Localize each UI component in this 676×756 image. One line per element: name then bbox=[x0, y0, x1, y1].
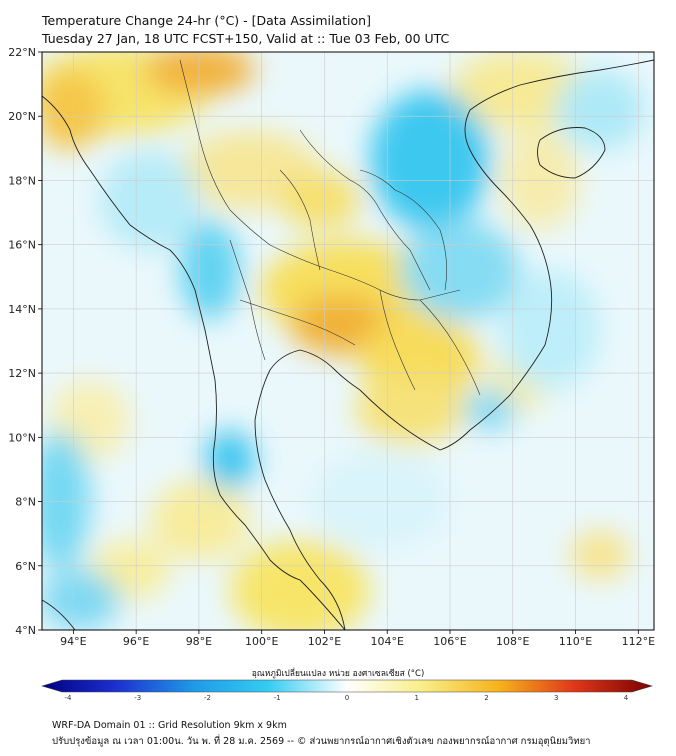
colorbar-tick-label: 0 bbox=[345, 694, 349, 700]
lat-tick-label: 10°N bbox=[8, 431, 36, 444]
colorbar-tick-label: 3 bbox=[554, 694, 558, 700]
graticule bbox=[42, 52, 654, 630]
colorbar: -4 -3 -2 -1 0 1 2 3 4 bbox=[40, 679, 654, 700]
temperature-change-map: 4°N 6°N 8°N 10°N 12°N 14°N 16°N 18°N 20°N 22°N 94… bbox=[8, 46, 655, 700]
lon-tick-label: 94°E bbox=[60, 635, 86, 648]
lat-tick-label: 12°N bbox=[8, 367, 36, 380]
plot-frame bbox=[41, 51, 655, 631]
latitude-axis: 4°N 6°N 8°N 10°N 12°N 14°N 16°N 18°N 20°N 22°N bbox=[8, 46, 42, 637]
lat-tick-label: 8°N bbox=[15, 496, 36, 509]
footer-model-info: WRF-DA Domain 01 :: Grid Resolution 9km … bbox=[52, 720, 287, 731]
lon-tick-label: 100°E bbox=[245, 635, 278, 648]
colorbar-tick-label: -3 bbox=[134, 694, 141, 700]
lon-tick-label: 98°E bbox=[186, 635, 212, 648]
temperature-field bbox=[42, 52, 654, 630]
lon-tick-label: 96°E bbox=[123, 635, 149, 648]
colorbar-tick-label: -1 bbox=[274, 694, 281, 700]
colorbar-tick-label: -4 bbox=[65, 694, 73, 700]
footer-update-info: ปรับปรุงข้อมูล ณ เวลา 01:00น. วัน พ. ที่… bbox=[52, 736, 591, 747]
lon-tick-label: 110°E bbox=[559, 635, 592, 648]
colorbar-tick-label: 2 bbox=[484, 694, 488, 700]
lon-tick-label: 108°E bbox=[496, 635, 529, 648]
lat-tick-label: 16°N bbox=[8, 239, 36, 252]
country-borders bbox=[179, 59, 481, 396]
colorbar-label: อุณหภูมิเปลี่ยนแปลง หน่วย องศาเซลเซียส (… bbox=[251, 669, 425, 679]
lon-tick-label: 102°E bbox=[308, 635, 341, 648]
colorbar-tick-label: -2 bbox=[204, 694, 211, 700]
map-title: Temperature Change 24-hr (°C) - [Data As… bbox=[42, 13, 371, 28]
lat-tick-label: 4°N bbox=[15, 624, 36, 637]
lat-tick-label: 18°N bbox=[8, 174, 36, 187]
longitude-axis: 94°E 96°E 98°E 100°E 102°E 104°E 106°E 108°E 110… bbox=[60, 630, 655, 648]
lon-tick-label: 104°E bbox=[371, 635, 404, 648]
coastlines bbox=[42, 59, 654, 630]
lat-tick-label: 20°N bbox=[8, 110, 36, 123]
colorbar-tick-label: 4 bbox=[624, 694, 629, 700]
map-subtitle: Tuesday 27 Jan, 18 UTC FCST+150, Valid a… bbox=[42, 31, 450, 46]
lon-tick-label: 112°E bbox=[622, 635, 655, 648]
colorbar-tick-label: 1 bbox=[415, 694, 419, 700]
lat-tick-label: 14°N bbox=[8, 303, 36, 316]
lon-tick-label: 106°E bbox=[433, 635, 466, 648]
lat-tick-label: 22°N bbox=[8, 46, 36, 59]
lat-tick-label: 6°N bbox=[15, 560, 36, 573]
